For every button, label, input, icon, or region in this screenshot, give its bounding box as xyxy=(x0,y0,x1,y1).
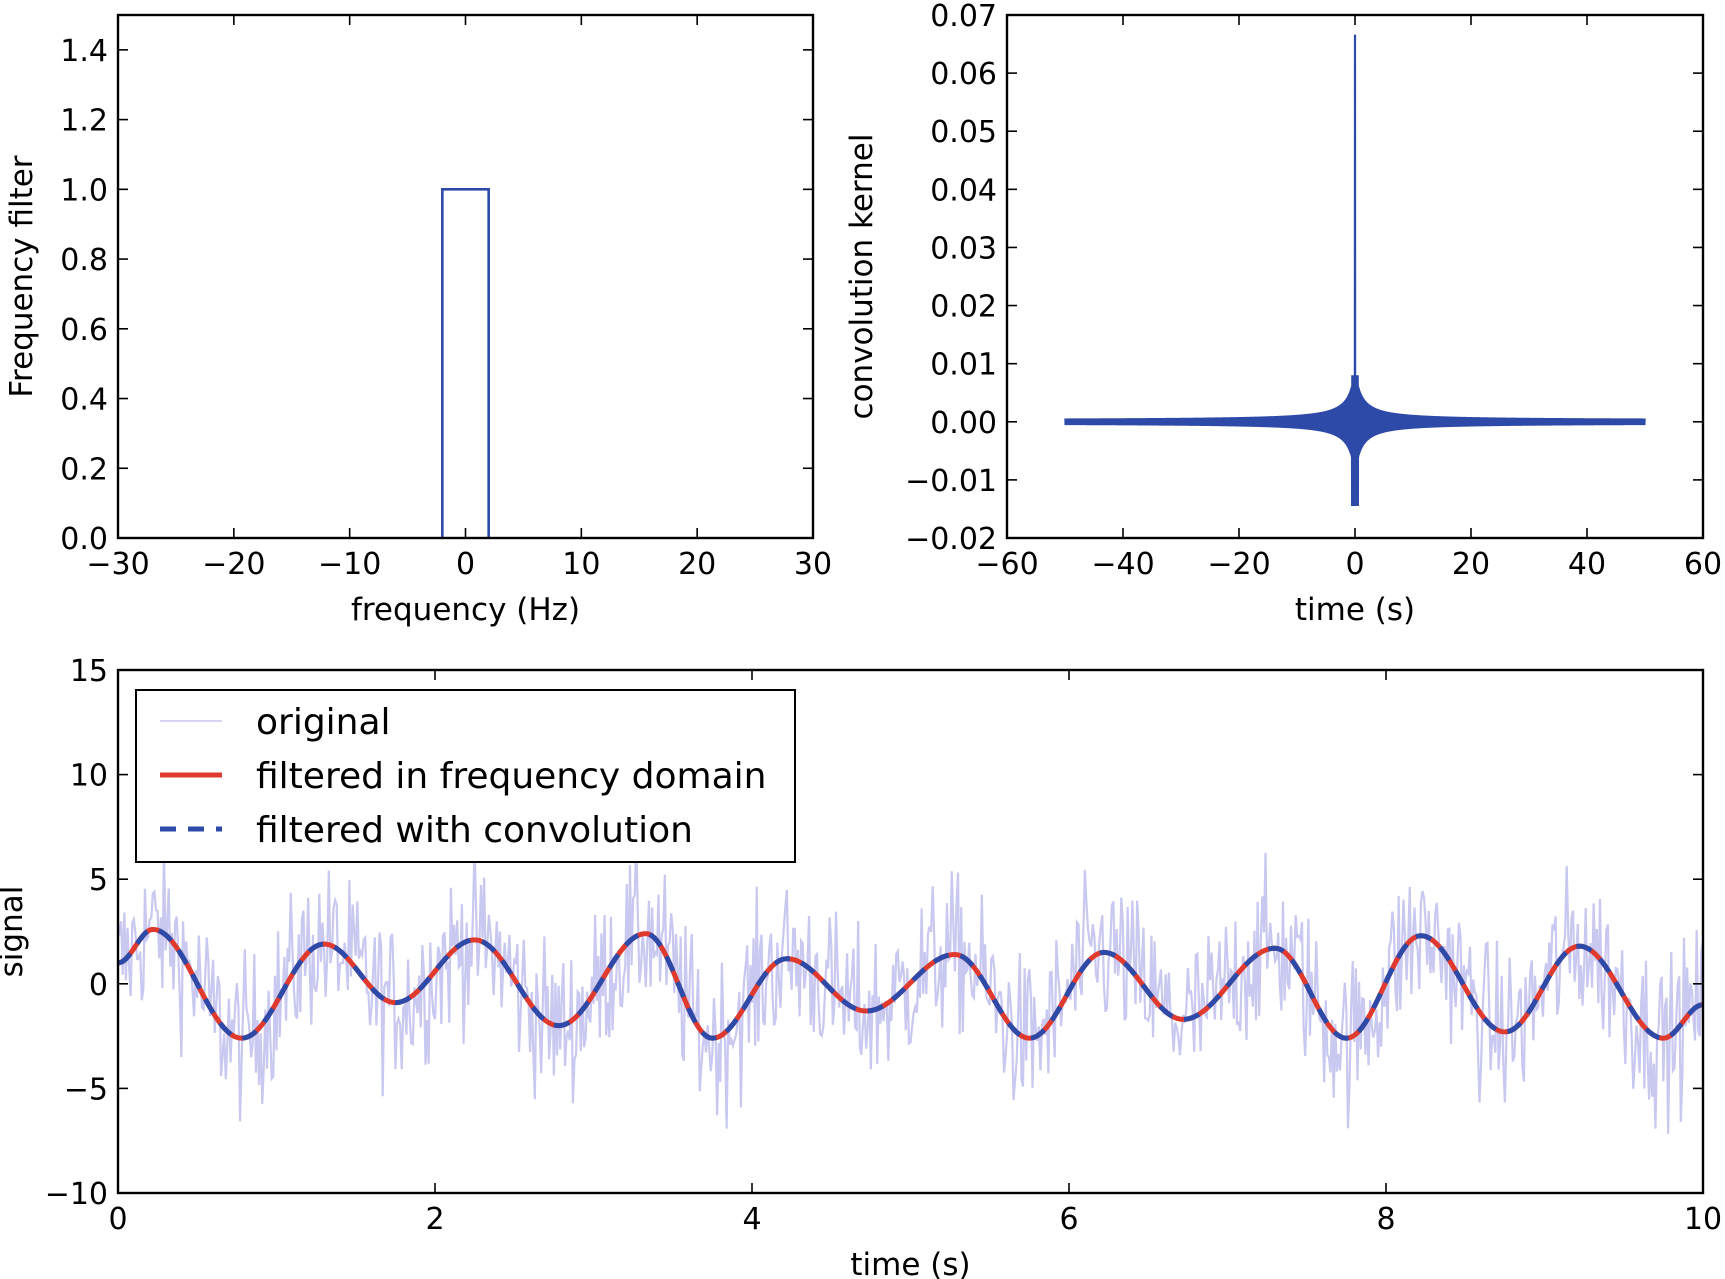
x-tick-label: 4 xyxy=(742,1202,761,1237)
x-tick-label: −40 xyxy=(1091,547,1154,582)
y-tick-label: −0.01 xyxy=(905,464,997,499)
y-tick-label: 0.0 xyxy=(60,522,108,557)
panel-frequency-filter: −30 −20 −10 0 10 20 30 0.0 0.2 0.4 0.6 0.8 1.0 1.2 1.4… xyxy=(4,13,832,628)
x-tick-label: 8 xyxy=(1376,1202,1395,1237)
y-tick-label: 1.4 xyxy=(60,34,108,69)
y-tick-label: 0.05 xyxy=(930,115,997,150)
panel-convolution-kernel: −60 −40 −20 0 20 40 60 −0.02 −0.01 0.00 0.01 0.02 0.… xyxy=(844,0,1722,628)
kernel-line xyxy=(1064,34,1646,507)
y-tick-label: 0.04 xyxy=(930,173,997,208)
y-tick-label: 5 xyxy=(89,863,108,898)
x-tick-label: 0 xyxy=(108,1202,127,1237)
x-axis-label: frequency (Hz) xyxy=(351,592,580,628)
y-axis-label: signal xyxy=(0,886,30,978)
x-tick-label: −10 xyxy=(318,547,381,582)
y-tick-label: 15 xyxy=(70,654,108,689)
panel-signal: 0 2 4 6 8 10 −10 −5 0 5 10 15 time (s) signal original… xyxy=(0,654,1722,1279)
y-tick-label: 1.2 xyxy=(60,104,108,139)
y-tick-label: 10 xyxy=(70,759,108,794)
legend-box xyxy=(135,689,796,863)
x-tick-label: 30 xyxy=(794,547,832,582)
filter-line xyxy=(441,188,490,538)
x-axis-label: time (s) xyxy=(850,1247,970,1279)
x-tick-label: 0 xyxy=(456,547,475,582)
y-axis-label: Frequency filter xyxy=(4,155,40,397)
y-tick-label: 0.02 xyxy=(930,290,997,325)
y-tick-label: −0.02 xyxy=(905,522,997,557)
y-tick-label: 0.2 xyxy=(60,452,108,487)
y-tick-label: 0.8 xyxy=(60,243,108,278)
x-tick-label: 20 xyxy=(1452,547,1490,582)
y-tick-label: 0 xyxy=(89,968,108,1003)
x-tick-label: 0 xyxy=(1345,547,1364,582)
x-tick-label: −30 xyxy=(86,547,149,582)
plot-area xyxy=(118,840,1703,1134)
x-tick-label: 20 xyxy=(678,547,716,582)
x-tick-label: 2 xyxy=(425,1202,444,1237)
y-axis-label: convolution kernel xyxy=(844,134,880,420)
y-tick-label: 0.01 xyxy=(930,348,997,383)
x-tick-label: 10 xyxy=(562,547,600,582)
filtered-convolution-line xyxy=(118,926,1703,1041)
y-tick-label: 0.00 xyxy=(930,406,997,441)
y-tick-label: 1.0 xyxy=(60,173,108,208)
x-tick-label: −20 xyxy=(202,547,265,582)
axes-frame xyxy=(116,668,1705,1195)
x-axis-label: time (s) xyxy=(1295,592,1415,628)
x-tick-label: 60 xyxy=(1684,547,1722,582)
x-tick-label: −60 xyxy=(975,547,1038,582)
axes-frame xyxy=(1005,13,1705,540)
axes-frame xyxy=(116,13,815,540)
y-tick-label: 0.4 xyxy=(60,383,108,418)
x-tick-label: −20 xyxy=(1207,547,1270,582)
y-tick-label: −5 xyxy=(64,1072,108,1107)
y-tick-label: 0.06 xyxy=(930,57,997,92)
plot-area xyxy=(1064,34,1646,507)
legend: original filtered in frequency domain filt… xyxy=(135,689,796,863)
original-line xyxy=(118,840,1703,1134)
x-tick-label: 10 xyxy=(1684,1202,1722,1237)
legend-item-original-label: original xyxy=(256,702,391,743)
legend-item-filtered-convolution-label: filtered with convolution xyxy=(256,810,693,851)
plot-area xyxy=(441,188,490,538)
x-tick-label: 6 xyxy=(1059,1202,1078,1237)
y-tick-label: −10 xyxy=(45,1177,108,1212)
y-tick-label: 0.07 xyxy=(930,0,997,34)
y-tick-label: 0.6 xyxy=(60,313,108,348)
x-tick-label: 40 xyxy=(1568,547,1606,582)
legend-item-filtered-frequency-label: filtered in frequency domain xyxy=(256,756,767,797)
y-tick-label: 0.03 xyxy=(930,231,997,266)
